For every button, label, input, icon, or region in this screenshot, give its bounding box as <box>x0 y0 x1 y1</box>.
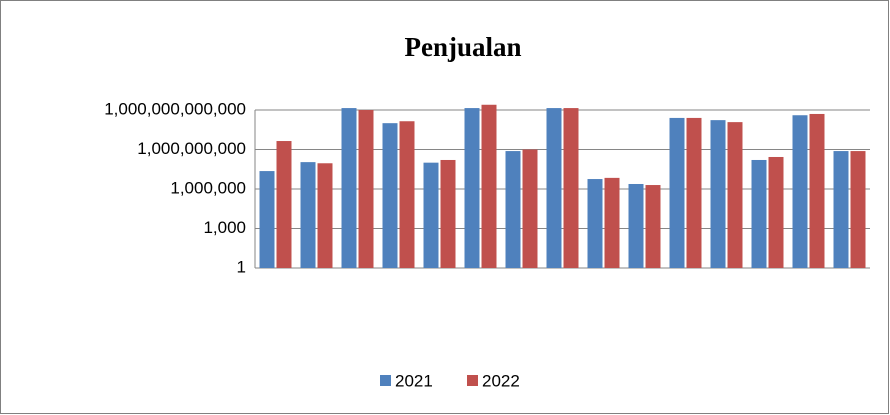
bar <box>792 115 808 269</box>
bar <box>686 117 702 268</box>
bar <box>628 183 644 268</box>
bar <box>440 159 456 268</box>
bar <box>669 117 685 268</box>
bar <box>727 122 743 268</box>
bar <box>358 110 374 268</box>
bar <box>587 179 603 268</box>
bar <box>563 108 579 268</box>
y-tick-label: 1,000,000,000 <box>137 139 246 158</box>
bar <box>546 108 562 268</box>
bar <box>833 151 849 268</box>
bar <box>710 120 726 269</box>
bar <box>768 156 784 268</box>
bar <box>604 177 620 268</box>
chart-title: Penjualan <box>404 32 521 62</box>
y-tick-label: 1,000 <box>203 218 246 237</box>
bar <box>423 162 439 268</box>
y-tick-label: 1,000,000 <box>170 178 246 197</box>
bar <box>300 162 316 268</box>
bar <box>645 185 661 268</box>
bar <box>276 141 292 268</box>
bar <box>259 171 275 268</box>
bar <box>522 149 538 268</box>
bar <box>481 104 497 268</box>
bar <box>751 159 767 268</box>
y-tick-label: 1,000,000,000,000 <box>104 99 246 118</box>
y-tick-label: 1 <box>237 257 246 276</box>
legend-swatch <box>467 375 478 386</box>
bar <box>399 121 415 268</box>
bar <box>850 151 866 268</box>
legend-swatch <box>380 375 391 386</box>
bar <box>317 163 333 268</box>
legend-label: 2021 <box>395 371 433 390</box>
legend-label: 2022 <box>482 371 520 390</box>
bar <box>505 151 521 268</box>
bar <box>809 113 825 268</box>
bar <box>464 108 480 268</box>
bar <box>382 123 398 269</box>
bar <box>341 108 357 268</box>
